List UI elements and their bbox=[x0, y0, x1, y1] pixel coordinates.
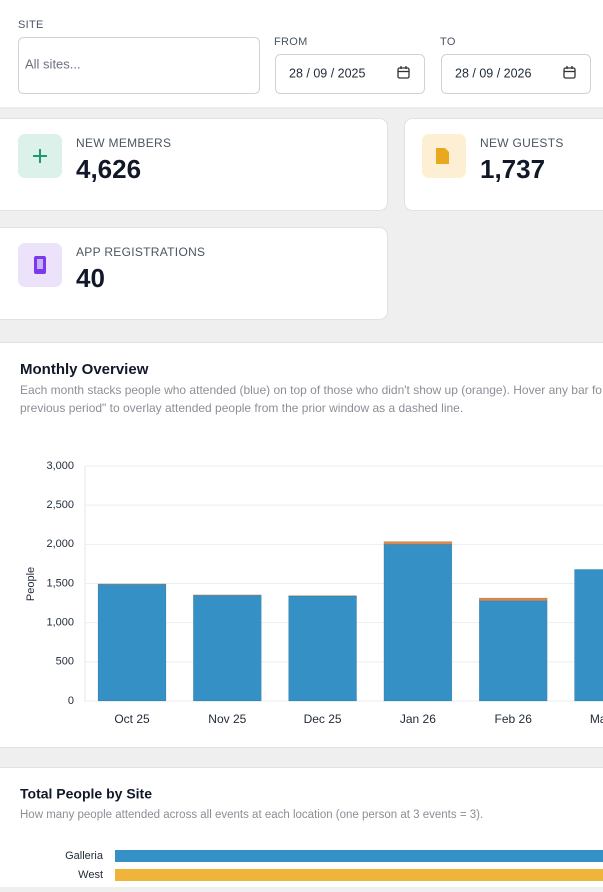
bar-segment bbox=[384, 542, 452, 545]
site-label: SITE bbox=[18, 19, 44, 31]
stat-value: 1,737 bbox=[480, 154, 545, 184]
bar-segment bbox=[98, 584, 166, 701]
chart-description: previous period" to overlay attended peo… bbox=[20, 401, 463, 415]
site-bar bbox=[115, 869, 603, 881]
x-tick-label: Dec 25 bbox=[304, 712, 342, 726]
y-axis-label: People bbox=[25, 567, 37, 601]
x-tick-label: Feb 26 bbox=[495, 712, 533, 726]
site-placeholder: All sites... bbox=[25, 56, 81, 71]
site-label: West bbox=[78, 869, 103, 881]
chart-title: Monthly Overview bbox=[20, 361, 149, 378]
bar-segment bbox=[575, 569, 603, 701]
y-tick-label: 2,000 bbox=[46, 538, 74, 550]
to-value: 28 / 09 / 2026 bbox=[455, 66, 532, 80]
to-label: TO bbox=[440, 36, 456, 48]
site-label: Galleria bbox=[65, 850, 104, 862]
y-tick-label: 1,000 bbox=[46, 617, 74, 629]
bar-segment bbox=[289, 596, 357, 701]
guest-icon bbox=[436, 148, 449, 164]
site-bar bbox=[115, 850, 603, 862]
y-tick-label: 1,500 bbox=[46, 577, 74, 589]
bar-segment bbox=[479, 598, 547, 601]
bar-segment bbox=[479, 601, 547, 701]
phone-screen bbox=[37, 259, 43, 269]
chart-description: Each month stacks people who attended (b… bbox=[20, 383, 602, 397]
y-tick-label: 3,000 bbox=[46, 460, 74, 472]
stat-value: 40 bbox=[76, 263, 105, 293]
y-tick-label: 0 bbox=[68, 695, 74, 707]
x-tick-label: Oct 25 bbox=[114, 712, 150, 726]
bar-segment bbox=[384, 544, 452, 701]
chart-title: Total People by Site bbox=[20, 786, 152, 802]
chart-subtitle: How many people attended across all even… bbox=[20, 809, 483, 821]
from-label: FROM bbox=[274, 36, 308, 48]
stat-label: NEW MEMBERS bbox=[76, 136, 171, 150]
from-value: 28 / 09 / 2025 bbox=[289, 66, 366, 80]
x-tick-label: Mar 26 bbox=[590, 712, 603, 726]
stat-value: 4,626 bbox=[76, 154, 141, 184]
bar-segment bbox=[193, 595, 261, 701]
y-tick-label: 500 bbox=[56, 656, 74, 668]
stat-label: NEW GUESTS bbox=[480, 136, 564, 150]
stat-label: APP REGISTRATIONS bbox=[76, 245, 205, 259]
x-tick-label: Jan 26 bbox=[400, 712, 436, 726]
y-tick-label: 2,500 bbox=[46, 499, 74, 511]
x-tick-label: Nov 25 bbox=[208, 712, 246, 726]
